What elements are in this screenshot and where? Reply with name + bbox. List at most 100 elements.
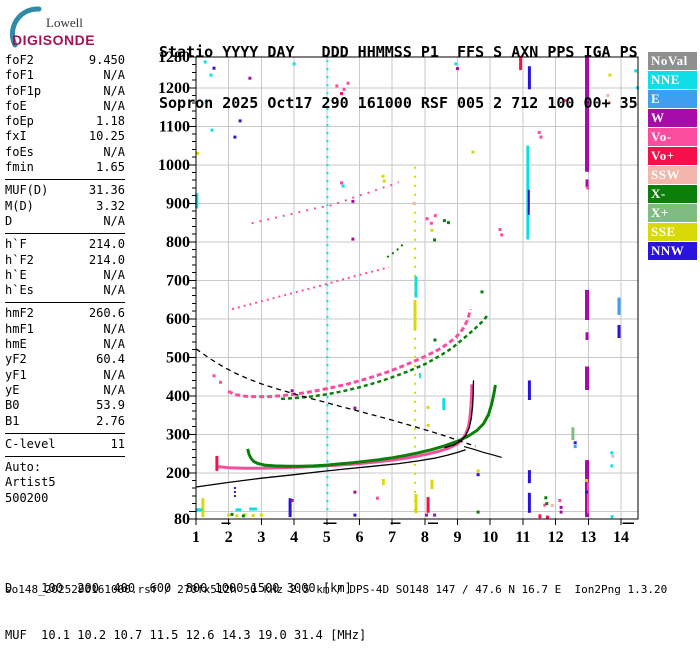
param-row: h`F2 214.0: [5, 253, 125, 268]
param-value: 2.76: [96, 413, 125, 428]
param-label: hmE: [5, 337, 27, 352]
y-axis-labels: 80 200 300 400 500 600 700 800 900 1000 1100 1200 12…: [158, 49, 190, 528]
legend-item-noval: NoVal: [648, 52, 697, 70]
param-label: hmF2: [5, 306, 34, 321]
param-value: 3.32: [96, 198, 125, 213]
param-group: foF2 9.450 foF1 N/A foF1p N/A foE N/A foEp 1.18 fx…: [5, 50, 125, 179]
param-group: C-level 11: [5, 432, 125, 458]
logo-digisonde-text: DIGISONDE: [12, 32, 95, 48]
svg-text:9: 9: [454, 529, 462, 546]
svg-text:300: 300: [166, 426, 190, 443]
x-axis-labels: 1 2 3 4 5 6 7 8 9 10 11 12 13 14: [192, 529, 629, 546]
param-row: foF1p N/A: [5, 84, 125, 99]
legend-item-vo-: Vo-: [648, 128, 697, 146]
param-value: N/A: [103, 144, 125, 159]
param-row: foF1 N/A: [5, 68, 125, 83]
scaled-parameters-panel: foF2 9.450 foF1 N/A foF1p N/A foE N/A foEp 1.18 fx…: [5, 50, 125, 510]
param-label: yF2: [5, 352, 27, 367]
plot-frame: [189, 56, 639, 525]
legend-item-ssw: SSW: [648, 166, 697, 184]
svg-text:6: 6: [355, 529, 363, 546]
param-value: 1.65: [96, 160, 125, 175]
legend-item-sse: SSE: [648, 223, 697, 241]
param-label: h`F2: [5, 252, 34, 267]
param-row: yE N/A: [5, 383, 125, 398]
svg-text:10: 10: [482, 529, 498, 546]
param-value: 9.450: [88, 53, 125, 67]
legend-item-w: W: [648, 109, 697, 127]
param-value: 31.36: [88, 183, 125, 198]
trace-f2-x-mode-2nd-hop: [280, 313, 490, 401]
param-row: foEp 1.18: [5, 114, 125, 129]
legend-item-nnw: NNW: [648, 242, 697, 260]
param-value: N/A: [103, 337, 125, 352]
param-group: hmF2 260.6 hmF1 N/A hmE N/A yF2 60.4 yF1 N/A yE N/A…: [5, 302, 125, 432]
param-label: yF1: [5, 367, 27, 382]
param-row: hmF2 260.6: [5, 306, 125, 321]
param-row: C-level 11: [5, 437, 125, 452]
param-row: yF2 60.4: [5, 352, 125, 367]
trace-artist-fit-tail: [444, 380, 475, 449]
trace-muf-transmission-curve: [195, 348, 476, 447]
echo-traces: [195, 181, 502, 488]
param-row: M(D) 3.32: [5, 199, 125, 214]
param-label: C-level: [5, 436, 56, 451]
param-value: 260.6: [88, 306, 125, 321]
file-info-footer: so148_2025290161000.rsf / 270fx512h 50 k…: [5, 583, 668, 596]
param-value: 53.9: [96, 398, 125, 413]
doppler-direction-legend: NoVal NNE E W Vo- Vo+ SSW X- X+ SSE NNW: [648, 52, 697, 261]
param-row: h`Es N/A: [5, 283, 125, 298]
digisonde-logo: Lowell DIGISONDE: [4, 4, 154, 52]
param-row: hmE N/A: [5, 337, 125, 352]
legend-item-vo+: Vo+: [648, 147, 697, 165]
trace-f2-3rd-hop-x-tail: [386, 241, 406, 259]
param-value: 214.0: [88, 252, 125, 267]
param-row: D N/A: [5, 214, 125, 229]
svg-text:2: 2: [225, 529, 233, 546]
trace-f2-o-mode-1st-hop: [218, 384, 474, 470]
logo-lowell-text: Lowell: [46, 15, 83, 30]
param-group: MUF(D) 31.36 M(D) 3.32 D N/A: [5, 179, 125, 233]
param-value: N/A: [103, 367, 125, 382]
param-row: foF2 9.450: [5, 53, 125, 68]
legend-item-e: E: [648, 90, 697, 108]
trace-f2-x-mode-1st-hop: [246, 384, 497, 468]
ionogram-plot: 8020030040050060070080090010001100120012…: [158, 49, 639, 546]
param-label: foEs: [5, 144, 34, 159]
param-row: yF1 N/A: [5, 368, 125, 383]
param-value: 10.25: [88, 129, 125, 144]
param-label: foF1p: [5, 83, 42, 98]
param-row: fmin 1.65: [5, 160, 125, 175]
svg-text:500: 500: [166, 349, 190, 366]
svg-text:4: 4: [290, 529, 298, 546]
param-row: foE N/A: [5, 99, 125, 114]
param-row: Artist5: [5, 475, 125, 490]
param-value: N/A: [103, 83, 125, 98]
param-row: foEs N/A: [5, 145, 125, 160]
param-label: B0: [5, 398, 20, 413]
param-row: h`F 214.0: [5, 237, 125, 252]
param-value: N/A: [103, 98, 125, 113]
param-label: foF2: [5, 53, 34, 67]
svg-text:600: 600: [166, 311, 190, 328]
param-row: hmF1 N/A: [5, 322, 125, 337]
param-value: N/A: [103, 213, 125, 228]
svg-text:14: 14: [613, 529, 629, 546]
svg-text:700: 700: [166, 272, 190, 289]
param-label: Artist5: [5, 475, 56, 490]
param-label: h`Es: [5, 283, 34, 298]
svg-text:3: 3: [257, 529, 265, 546]
param-value: 1.18: [96, 114, 125, 129]
param-label: hmF1: [5, 321, 34, 336]
svg-text:800: 800: [166, 234, 190, 251]
header-column-titles: Statio YYYY DAY DDD HHMMSS P1 FFS S AXN …: [159, 43, 638, 61]
param-label: Auto:: [5, 460, 42, 475]
svg-text:900: 900: [166, 195, 190, 212]
trace-f2-o-mode-2nd-hop: [227, 308, 473, 399]
param-label: yE: [5, 382, 20, 397]
param-row: B0 53.9: [5, 398, 125, 413]
logo-arc-icon: [9, 6, 42, 48]
legend-item-x-: X-: [648, 185, 697, 203]
param-group: Auto: Artist5 500200: [5, 457, 125, 510]
param-value: 11: [110, 436, 125, 451]
